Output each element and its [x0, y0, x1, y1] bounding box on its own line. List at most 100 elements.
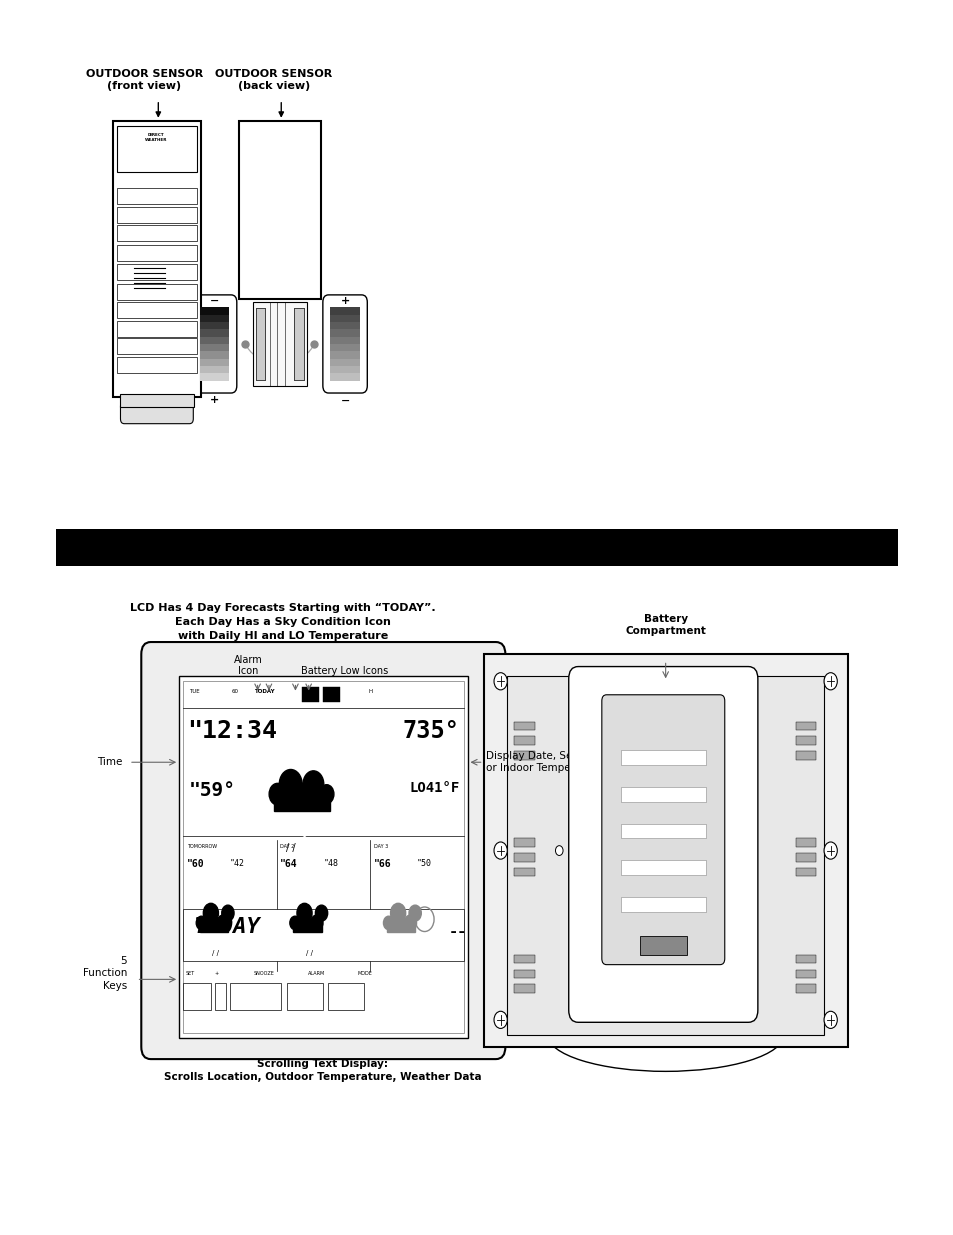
- Circle shape: [823, 842, 837, 860]
- Text: ⚡: ⚡: [296, 829, 308, 846]
- Bar: [230, 983, 281, 1010]
- Bar: [330, 337, 359, 345]
- Bar: [116, 303, 197, 319]
- Bar: [200, 358, 229, 366]
- Circle shape: [217, 915, 229, 931]
- Bar: [200, 315, 229, 322]
- Bar: [386, 919, 415, 931]
- Text: Display Date, Seconds,
or Indoor Temperature: Display Date, Seconds, or Indoor Tempera…: [486, 751, 606, 773]
- Circle shape: [303, 771, 323, 798]
- Text: −: −: [340, 395, 350, 405]
- Circle shape: [290, 916, 300, 930]
- Bar: [483, 655, 847, 1047]
- Text: −: −: [210, 296, 219, 306]
- Text: H: H: [368, 689, 372, 694]
- Text: +: +: [210, 395, 219, 405]
- Text: SET: SET: [186, 971, 194, 976]
- Circle shape: [203, 903, 218, 923]
- Bar: [214, 983, 226, 1010]
- Bar: [116, 225, 197, 241]
- Bar: [200, 351, 229, 358]
- Bar: [200, 337, 229, 345]
- Bar: [200, 373, 229, 380]
- Bar: [330, 358, 359, 366]
- Text: ⚡: ⚡: [207, 940, 214, 950]
- Bar: [795, 721, 816, 730]
- Text: +: +: [214, 971, 219, 976]
- Circle shape: [494, 673, 507, 690]
- Bar: [274, 793, 330, 811]
- Bar: [795, 853, 816, 862]
- Bar: [795, 984, 816, 993]
- Bar: [112, 121, 201, 396]
- Text: --: --: [448, 924, 466, 939]
- Bar: [116, 126, 197, 172]
- Circle shape: [221, 905, 233, 921]
- Text: TODAY: TODAY: [193, 916, 260, 937]
- Bar: [514, 721, 534, 730]
- Circle shape: [494, 842, 507, 860]
- Text: "64: "64: [280, 860, 297, 869]
- Bar: [116, 188, 197, 204]
- Circle shape: [823, 673, 837, 690]
- Text: SNOOZE: SNOOZE: [253, 971, 274, 976]
- FancyBboxPatch shape: [193, 295, 236, 393]
- Text: TOMORROW: TOMORROW: [187, 845, 216, 850]
- Bar: [116, 321, 197, 337]
- Text: Scrolling Text Display:
Scrolls Location, Outdoor Temperature, Weather Data: Scrolling Text Display: Scrolls Location…: [164, 1060, 481, 1082]
- Text: 735°: 735°: [402, 719, 459, 743]
- Bar: [294, 309, 304, 379]
- Bar: [795, 839, 816, 847]
- Bar: [514, 853, 534, 862]
- Circle shape: [279, 769, 302, 799]
- Bar: [255, 309, 265, 379]
- FancyBboxPatch shape: [322, 295, 367, 393]
- Bar: [330, 351, 359, 358]
- Text: +: +: [340, 296, 350, 306]
- Bar: [322, 688, 339, 703]
- Bar: [199, 919, 228, 931]
- Circle shape: [823, 1011, 837, 1029]
- Bar: [116, 338, 197, 353]
- FancyBboxPatch shape: [141, 642, 505, 1060]
- Text: Alarm
Icon: Alarm Icon: [233, 655, 262, 677]
- Bar: [795, 751, 816, 760]
- Text: TUE: TUE: [189, 689, 199, 694]
- Circle shape: [409, 905, 421, 921]
- Bar: [200, 308, 229, 315]
- Bar: [514, 751, 534, 760]
- Circle shape: [390, 903, 405, 923]
- Bar: [330, 373, 359, 380]
- Bar: [238, 121, 320, 299]
- Text: 5
Function
Keys: 5 Function Keys: [83, 956, 127, 990]
- Bar: [116, 357, 197, 373]
- Circle shape: [311, 915, 323, 931]
- Text: ⚡: ⚡: [301, 940, 308, 950]
- Bar: [330, 366, 359, 373]
- Bar: [514, 736, 534, 745]
- Bar: [293, 919, 321, 931]
- Text: DAY 2: DAY 2: [280, 845, 294, 850]
- Circle shape: [196, 916, 207, 930]
- Bar: [179, 677, 467, 1039]
- Text: ALARM: ALARM: [307, 971, 325, 976]
- Bar: [119, 394, 194, 406]
- Bar: [330, 315, 359, 322]
- Bar: [507, 677, 823, 1035]
- Bar: [183, 983, 211, 1010]
- Bar: [294, 309, 304, 379]
- Bar: [620, 787, 705, 802]
- Bar: [116, 245, 197, 261]
- Bar: [330, 345, 359, 351]
- Bar: [795, 969, 816, 978]
- Bar: [116, 206, 197, 222]
- Bar: [327, 983, 363, 1010]
- Bar: [287, 983, 322, 1010]
- Text: Battery Low Icons: Battery Low Icons: [300, 667, 388, 677]
- Text: / /: / /: [286, 844, 295, 853]
- Text: "50: "50: [416, 860, 432, 868]
- Bar: [200, 366, 229, 373]
- Text: DIRECT
WEATHER: DIRECT WEATHER: [145, 133, 168, 142]
- Text: / /: / /: [305, 950, 313, 956]
- Circle shape: [494, 1011, 507, 1029]
